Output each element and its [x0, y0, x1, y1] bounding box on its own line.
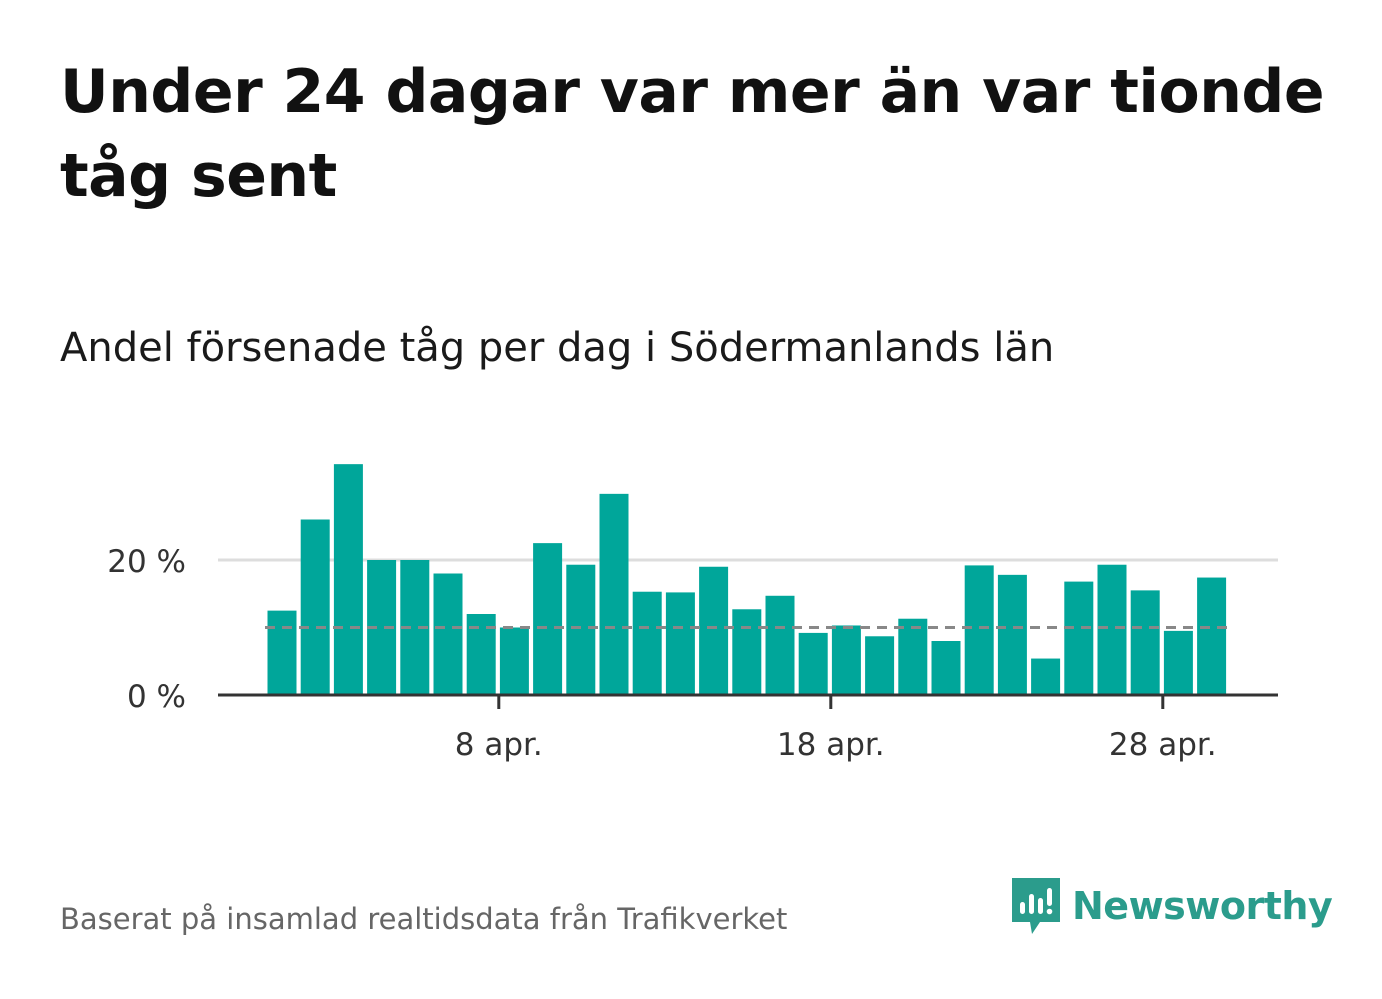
y-axis-tick-labels: 0 % 20 %	[107, 544, 186, 715]
bar	[1064, 581, 1094, 695]
y-tick-label: 20 %	[107, 544, 186, 580]
x-tick-label: 18 apr.	[777, 727, 885, 763]
x-tick-label: 28 apr.	[1109, 727, 1217, 763]
bar	[566, 564, 596, 695]
bar	[599, 493, 629, 695]
bar	[732, 609, 762, 695]
bar	[1197, 577, 1227, 695]
bar	[300, 519, 330, 695]
x-tick-label: 8 apr.	[455, 727, 543, 763]
bar	[798, 632, 828, 695]
bar	[865, 636, 895, 695]
bar	[632, 591, 662, 695]
bar	[499, 627, 529, 695]
bars	[267, 464, 1227, 695]
newsworthy-logo-icon	[1012, 878, 1060, 934]
bar	[1031, 658, 1061, 695]
bar	[433, 573, 463, 695]
x-axis-tick-labels: 8 apr. 18 apr. 28 apr.	[455, 695, 1217, 763]
bar	[831, 625, 861, 695]
bar	[1097, 564, 1127, 695]
bar	[931, 641, 961, 695]
y-tick-label: 0 %	[127, 679, 186, 715]
bar	[997, 574, 1027, 695]
bar	[1130, 590, 1160, 695]
bar	[333, 464, 363, 695]
source-note: Baserat på insamlad realtidsdata från Tr…	[60, 902, 788, 936]
bar	[964, 565, 994, 695]
bar	[699, 566, 729, 695]
bar	[765, 595, 795, 695]
brand-name: Newsworthy	[1072, 884, 1333, 928]
bar	[1163, 630, 1193, 695]
brand-logo[interactable]: Newsworthy	[1010, 876, 1333, 936]
bar	[533, 543, 563, 695]
bar	[267, 610, 297, 695]
bar	[898, 618, 928, 695]
bar	[665, 592, 695, 695]
chart-subtitle: Andel försenade tåg per dag i Södermanla…	[60, 325, 1055, 371]
chart-headline: Under 24 dagar var mer än var tionde tåg…	[60, 57, 1325, 211]
